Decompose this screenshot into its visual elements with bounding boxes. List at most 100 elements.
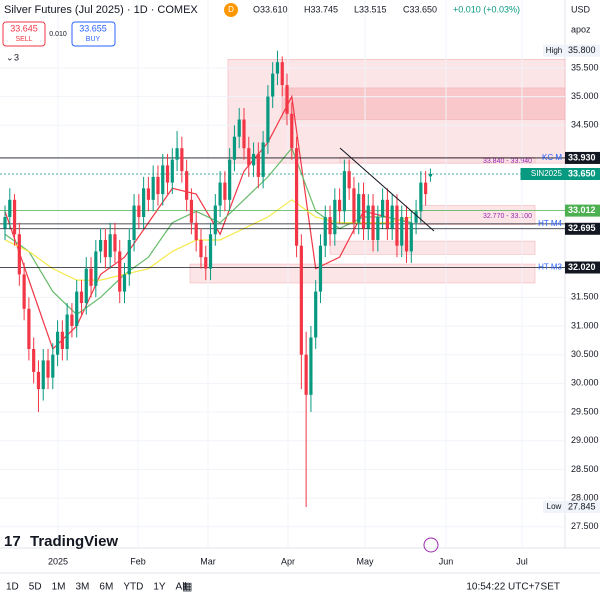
date-range-icon[interactable]: ▦ — [182, 581, 192, 593]
candle-body — [12, 199, 17, 235]
candle-body — [75, 291, 79, 327]
price-label: 33.650 — [568, 168, 596, 178]
candle-body — [103, 239, 107, 258]
session[interactable]: SET — [541, 582, 560, 593]
x-tick-label: Apr — [281, 556, 295, 566]
candle-body — [338, 199, 342, 212]
sell-button[interactable] — [2, 21, 46, 47]
candle-body — [51, 354, 55, 378]
price-label: 33.012 — [568, 205, 596, 215]
candle-body — [304, 354, 308, 395]
range-button[interactable]: 3M — [76, 582, 90, 593]
candle-body — [357, 194, 361, 223]
ohlc-close: C33.650 — [403, 4, 437, 14]
level-name: HT M4 — [538, 219, 562, 228]
x-tick-label: May — [356, 556, 374, 566]
candle-body — [8, 199, 12, 218]
y-tick-label: 30.000 — [571, 378, 599, 388]
range-button[interactable]: YTD — [123, 582, 143, 593]
trend-line — [339, 147, 435, 232]
zone-label: 33.840 - 33.940 — [483, 158, 532, 165]
buy-button[interactable] — [71, 21, 116, 47]
candle-body — [275, 62, 280, 74]
extreme-tag-bg — [543, 44, 565, 57]
candle-body — [132, 205, 136, 240]
candle-body — [371, 205, 375, 240]
candle-body — [142, 188, 146, 218]
range-button[interactable]: 1M — [52, 582, 66, 593]
candle-body — [223, 182, 227, 200]
price-label: 33.930 — [568, 152, 596, 162]
candle-body — [400, 217, 404, 246]
candle-body — [194, 222, 198, 240]
candle-body — [204, 257, 208, 269]
account: apoz — [571, 24, 591, 34]
buy-label: BUY — [86, 36, 101, 43]
candle-body — [60, 331, 64, 349]
candle-body — [151, 176, 155, 200]
candle-body — [242, 119, 246, 149]
candle-body — [342, 171, 346, 212]
candle-body — [328, 217, 332, 235]
candle-body — [381, 199, 385, 218]
range-button[interactable]: All — [176, 582, 187, 593]
zone — [189, 263, 536, 284]
moving-average — [4, 147, 412, 316]
range-button[interactable]: 6M — [99, 582, 113, 593]
y-tick-label: 35.000 — [571, 91, 599, 101]
y-tick-label: 28.000 — [571, 492, 599, 502]
extreme-label: 35.800 — [568, 45, 596, 55]
candle-body — [170, 159, 174, 183]
candle-body — [137, 205, 141, 218]
y-tick-label: 27.500 — [571, 521, 599, 531]
price-label-bg — [565, 151, 600, 164]
candle-body — [232, 136, 237, 160]
candle-body — [361, 194, 366, 229]
candle-body — [3, 217, 7, 229]
x-tick-label: Feb — [130, 556, 146, 566]
range-button[interactable]: 1D — [6, 582, 19, 593]
candle-body — [266, 96, 270, 143]
candle-body — [32, 348, 36, 372]
extreme-label-bg — [565, 500, 600, 513]
candle-body — [333, 199, 337, 235]
y-tick-label: 28.500 — [571, 464, 599, 474]
range-button[interactable]: 1Y — [153, 582, 166, 593]
candle-body — [199, 239, 203, 258]
sell-label: SELL — [15, 36, 32, 43]
candle-body — [424, 182, 428, 195]
range-button[interactable]: 5D — [29, 582, 42, 593]
indicator-toggle[interactable]: ⌄ — [6, 52, 14, 62]
event-icon[interactable] — [423, 537, 439, 553]
candle-body — [180, 148, 184, 172]
candle-body — [94, 251, 98, 286]
candle-body — [428, 174, 433, 177]
candle-body — [189, 199, 194, 223]
price-label: 32.020 — [568, 262, 596, 272]
price-label-bg — [565, 168, 600, 181]
candle-body — [161, 165, 165, 195]
candle-body — [208, 234, 213, 269]
extreme-tag: Low — [547, 502, 562, 511]
candle-body — [237, 119, 241, 137]
candle-body — [165, 165, 170, 183]
candle-body — [99, 239, 103, 252]
price-label-bg — [565, 222, 600, 235]
ohlc-open: O33.610 — [253, 4, 288, 14]
zone-label: 32.770 - 33.100 — [483, 213, 532, 220]
price-label-bg — [565, 204, 600, 217]
candle-body — [251, 153, 256, 166]
candle-body — [309, 337, 313, 395]
candle-body — [108, 234, 112, 258]
buy-price: 33.655 — [79, 23, 107, 33]
price-label-bg — [565, 261, 600, 274]
zone — [281, 87, 566, 120]
symbol-title: Silver Futures (Jul 2025) · 1D · COMEX — [4, 4, 198, 16]
candle-body — [247, 148, 251, 166]
candle-body — [271, 73, 275, 97]
candle-body — [27, 308, 31, 349]
candle-body — [156, 176, 160, 195]
x-tick-label: 2025 — [48, 556, 68, 566]
candle-body — [385, 199, 389, 229]
